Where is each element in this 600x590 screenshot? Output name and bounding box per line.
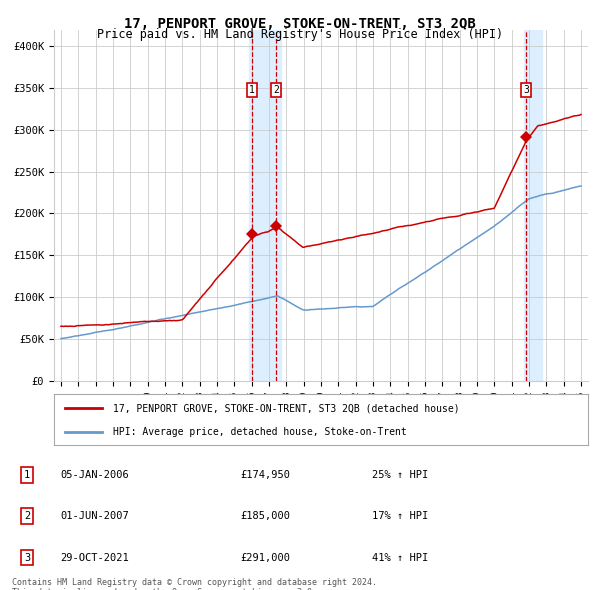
Text: 1: 1: [24, 470, 30, 480]
Bar: [524, 30, 542, 381]
Text: 2: 2: [274, 85, 279, 94]
Text: 1: 1: [249, 85, 255, 94]
Text: Price paid vs. HM Land Registry's House Price Index (HPI): Price paid vs. HM Land Registry's House …: [97, 28, 503, 41]
Text: 41% ↑ HPI: 41% ↑ HPI: [372, 553, 428, 562]
Text: 01-JUN-2007: 01-JUN-2007: [60, 512, 129, 521]
Text: This data is licensed under the Open Government Licence v3.0.: This data is licensed under the Open Gov…: [12, 588, 317, 590]
Text: HPI: Average price, detached house, Stoke-on-Trent: HPI: Average price, detached house, Stok…: [113, 428, 406, 437]
Text: £174,950: £174,950: [240, 470, 290, 480]
Text: 17% ↑ HPI: 17% ↑ HPI: [372, 512, 428, 521]
Text: 29-OCT-2021: 29-OCT-2021: [60, 553, 129, 562]
Bar: [250, 30, 281, 381]
Text: 3: 3: [24, 553, 30, 562]
Text: 2: 2: [24, 512, 30, 521]
Text: Contains HM Land Registry data © Crown copyright and database right 2024.: Contains HM Land Registry data © Crown c…: [12, 578, 377, 587]
Text: 05-JAN-2006: 05-JAN-2006: [60, 470, 129, 480]
Text: £185,000: £185,000: [240, 512, 290, 521]
Text: 25% ↑ HPI: 25% ↑ HPI: [372, 470, 428, 480]
Text: 3: 3: [523, 85, 529, 94]
Text: £291,000: £291,000: [240, 553, 290, 562]
Text: 17, PENPORT GROVE, STOKE-ON-TRENT, ST3 2QB (detached house): 17, PENPORT GROVE, STOKE-ON-TRENT, ST3 2…: [113, 403, 460, 413]
Text: 17, PENPORT GROVE, STOKE-ON-TRENT, ST3 2QB: 17, PENPORT GROVE, STOKE-ON-TRENT, ST3 2…: [124, 17, 476, 31]
